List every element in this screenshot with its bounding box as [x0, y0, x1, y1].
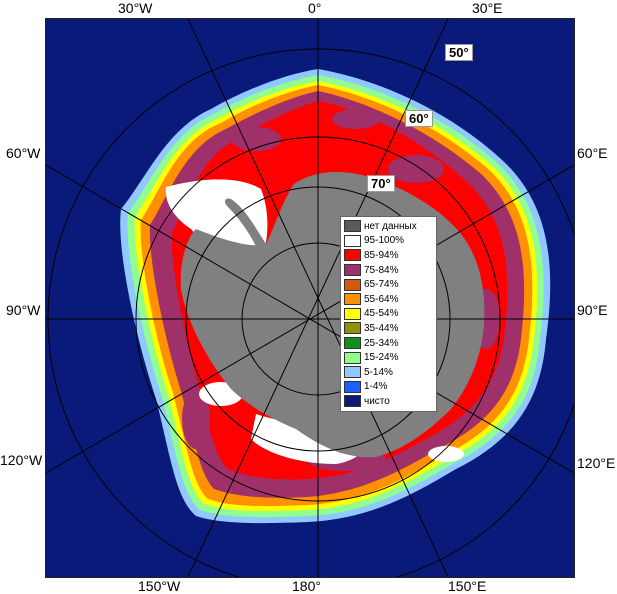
lon-label-right-120e: 120°E — [577, 455, 616, 471]
legend-swatch — [344, 351, 361, 364]
legend-item: 65-74% — [344, 277, 434, 292]
legend-swatch — [344, 220, 361, 233]
meridian-30e — [187, 19, 449, 577]
legend-label: 55-64% — [364, 293, 399, 305]
legend-item: 35-44% — [344, 321, 434, 336]
ice-patch — [332, 109, 380, 129]
legend-label: нет данных — [364, 220, 417, 232]
legend-label: 75-84% — [364, 264, 399, 276]
legend-label: 35-44% — [364, 322, 399, 334]
legend-label: 25-34% — [364, 337, 399, 349]
legend-item: чисто — [344, 394, 434, 409]
legend-swatch — [344, 264, 361, 277]
legend-item: 1-4% — [344, 380, 434, 395]
legend-item: нет данных — [344, 219, 434, 234]
legend-label: 45-54% — [364, 308, 399, 320]
legend-item: 25-34% — [344, 336, 434, 351]
legend-item: 15-24% — [344, 350, 434, 365]
ice-patch-white — [428, 446, 464, 462]
legend-swatch — [344, 307, 361, 320]
legend-swatch — [344, 366, 361, 379]
lat-label-60: 60° — [405, 110, 433, 127]
legend-item: 85-94% — [344, 248, 434, 263]
legend-item: 45-54% — [344, 307, 434, 322]
ice-patch — [231, 127, 281, 151]
legend-swatch — [344, 337, 361, 350]
antarctic-peninsula — [224, 198, 266, 251]
weddell-ice — [165, 179, 268, 259]
legend-swatch — [344, 249, 361, 262]
lon-label-left-120w: 120°W — [0, 452, 43, 468]
lon-label-left-60w: 60°W — [6, 145, 41, 161]
legend-swatch — [344, 278, 361, 291]
lon-label-left-90w: 90°W — [6, 302, 41, 318]
lon-label-right-60e: 60°E — [577, 145, 608, 161]
legend-item: 95-100% — [344, 234, 434, 249]
legend-swatch — [344, 380, 361, 393]
legend-label: 15-24% — [364, 352, 399, 364]
legend-item: 5-14% — [344, 365, 434, 380]
lon-label-bottom-150e: 150°E — [448, 578, 487, 594]
lon-label-top-30e: 30°E — [472, 0, 503, 16]
lat-label-70: 70° — [367, 175, 395, 192]
lon-label-top-30w: 30°W — [118, 0, 153, 16]
graticule — [46, 19, 574, 577]
legend-label: 85-94% — [364, 249, 399, 261]
legend-item: 55-64% — [344, 292, 434, 307]
legend-swatch — [344, 395, 361, 408]
legend-swatch — [344, 293, 361, 306]
legend-swatch — [344, 322, 361, 335]
ice-patch — [388, 155, 444, 183]
legend-label: 5-14% — [364, 366, 393, 378]
legend-label: чисто — [364, 395, 390, 407]
lon-label-bottom-180: 180° — [292, 578, 321, 594]
map-frame — [45, 18, 575, 578]
lon-label-bottom-150w: 150°W — [138, 578, 181, 594]
legend-swatch — [344, 234, 361, 247]
legend-label: 1-4% — [364, 381, 388, 393]
meridian-60e — [46, 164, 574, 474]
lat-label-50: 50° — [445, 44, 473, 61]
lon-label-right-90e: 90°E — [577, 302, 608, 318]
ice-patch — [182, 389, 210, 449]
legend-item: 75-84% — [344, 263, 434, 278]
sea-ice-map — [46, 19, 574, 577]
legend-label: 95-100% — [364, 235, 405, 247]
legend-label: 65-74% — [364, 279, 399, 291]
lon-label-top-0: 0° — [308, 0, 322, 16]
concentration-legend: нет данных 95-100% 85-94% 75-84% 65-74% 55-64… — [340, 216, 437, 412]
